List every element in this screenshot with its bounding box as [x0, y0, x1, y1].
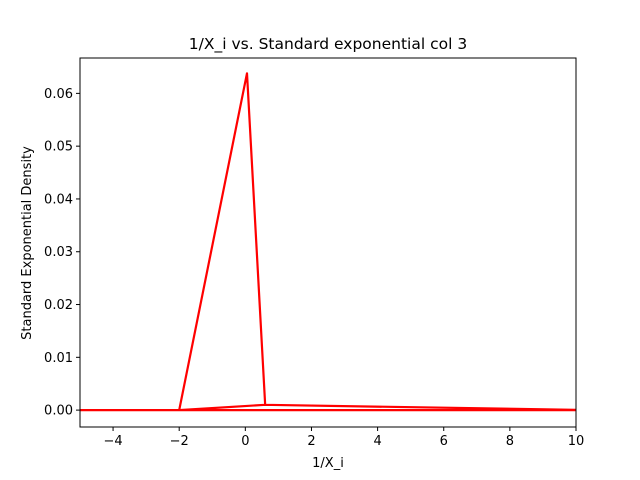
series-layer: [80, 72, 576, 412]
x-tick-label: 10: [568, 434, 585, 449]
series-line-0: [80, 72, 576, 412]
y-tick-label: 0.03: [44, 245, 73, 260]
plot-frame: [79, 57, 577, 428]
y-tick-label: 0.05: [44, 140, 73, 155]
x-tick-label: 2: [307, 434, 315, 449]
y-tick-label: 0.00: [44, 404, 73, 419]
y-tick-label: 0.04: [44, 192, 73, 207]
x-tick-label: 8: [506, 434, 514, 449]
chart-title: 1/X_i vs. Standard exponential col 3: [189, 35, 467, 54]
y-axis-ticks: 0.00 0.01 0.02 0.03 0.04 0.05 0.06: [44, 87, 80, 419]
x-tick-label: 4: [373, 434, 381, 449]
x-tick-label: 6: [440, 434, 448, 449]
x-axis-ticks: −4 −2 0 2 4 6 8 10: [103, 427, 584, 449]
x-tick-label: −2: [170, 434, 189, 449]
y-tick-label: 0.06: [44, 87, 73, 102]
x-axis-label: 1/X_i: [312, 456, 344, 471]
y-axis-label: Standard Exponential Density: [20, 146, 35, 340]
x-tick-label: −4: [103, 434, 122, 449]
y-tick-label: 0.01: [44, 351, 73, 366]
x-tick-label: 0: [241, 434, 249, 449]
y-tick-label: 0.02: [44, 298, 73, 313]
